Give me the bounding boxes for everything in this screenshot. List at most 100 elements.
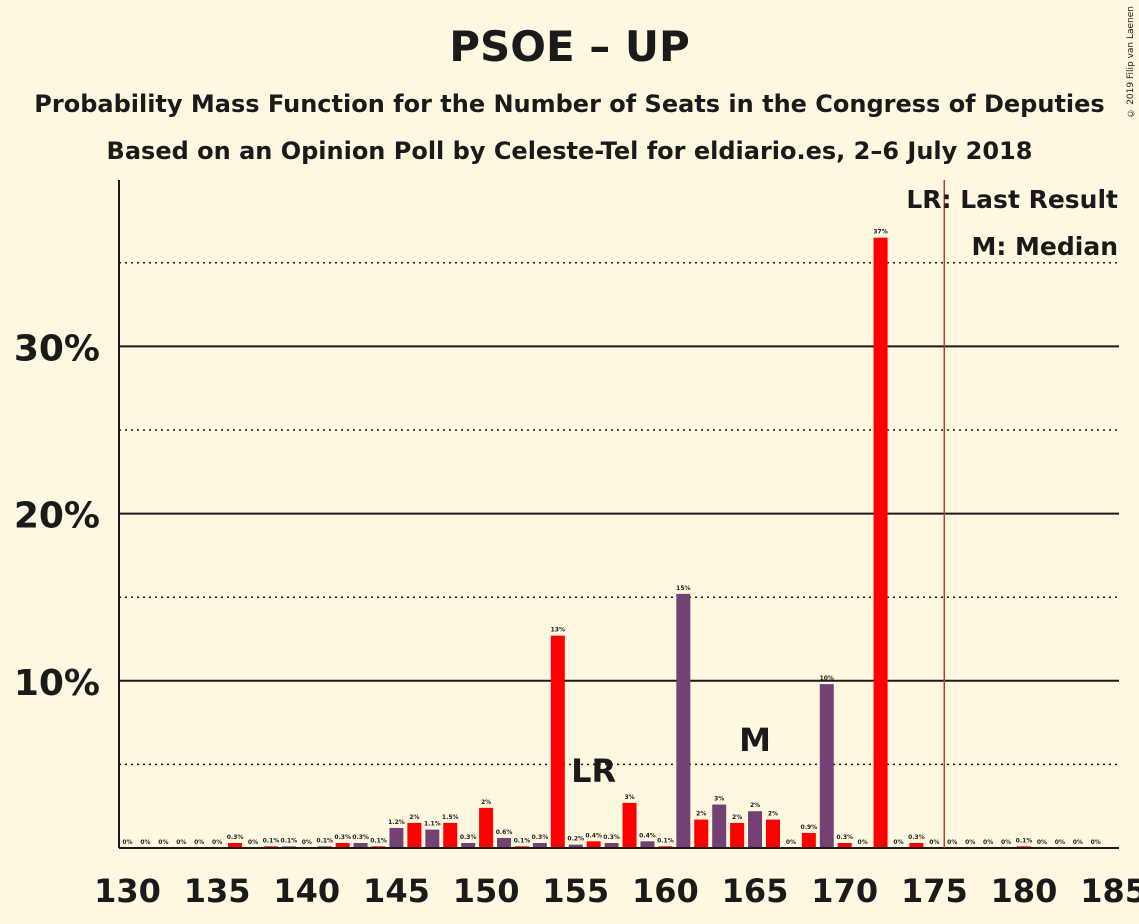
data-label: 0.9% bbox=[801, 824, 818, 831]
bar-170 bbox=[837, 842, 852, 848]
bar-157 bbox=[604, 842, 619, 848]
data-label: 0.3% bbox=[460, 834, 477, 841]
bar-165 bbox=[748, 811, 763, 848]
data-label: 2% bbox=[732, 814, 742, 821]
x-tick-label: 150 bbox=[453, 872, 520, 910]
last-result-marker: LR bbox=[571, 752, 616, 790]
data-label: 0.6% bbox=[496, 829, 513, 836]
data-label: 0% bbox=[302, 839, 312, 846]
bar-151 bbox=[497, 837, 512, 848]
data-label: 1.1% bbox=[424, 821, 441, 828]
data-label: 13% bbox=[551, 627, 565, 634]
data-label: 0.1% bbox=[281, 837, 298, 844]
bar-161 bbox=[676, 593, 691, 848]
data-label: 0% bbox=[983, 839, 993, 846]
data-label: 0.3% bbox=[908, 834, 925, 841]
data-label: 0% bbox=[176, 839, 186, 846]
chart-title: PSOE – UP bbox=[449, 22, 690, 71]
data-label: 0% bbox=[1037, 839, 1047, 846]
data-label: 0% bbox=[1055, 839, 1065, 846]
data-label: 0.2% bbox=[567, 836, 584, 843]
data-label: 0% bbox=[140, 839, 150, 846]
bar-145 bbox=[389, 827, 404, 848]
data-label: 1.5% bbox=[442, 814, 459, 821]
bar-149 bbox=[461, 842, 476, 848]
data-label: 0% bbox=[947, 839, 957, 846]
data-label: 0.3% bbox=[603, 834, 620, 841]
bar-164 bbox=[730, 822, 745, 848]
bar-156 bbox=[586, 841, 601, 848]
data-label: 0% bbox=[893, 839, 903, 846]
x-tick-label: 180 bbox=[991, 872, 1058, 910]
data-label: 3% bbox=[714, 796, 724, 803]
data-label: 37% bbox=[873, 229, 887, 236]
y-tick-label: 20% bbox=[14, 496, 100, 537]
data-label: 0.3% bbox=[227, 834, 244, 841]
data-label: 0.1% bbox=[514, 837, 531, 844]
data-label: 0% bbox=[858, 839, 868, 846]
data-label: 3% bbox=[624, 794, 634, 801]
data-label: 0% bbox=[194, 839, 204, 846]
data-label: 0.3% bbox=[352, 834, 369, 841]
y-tick-label: 10% bbox=[14, 663, 100, 704]
bar-169 bbox=[819, 684, 834, 848]
data-label: 2% bbox=[750, 802, 760, 809]
x-tick-label: 170 bbox=[811, 872, 878, 910]
x-tick-label: 140 bbox=[273, 872, 340, 910]
bar-158 bbox=[622, 802, 637, 848]
bar-142 bbox=[335, 842, 350, 848]
bar-154 bbox=[550, 635, 565, 848]
data-label: 0.3% bbox=[836, 834, 853, 841]
x-tick-label: 155 bbox=[542, 872, 609, 910]
data-label: 0.3% bbox=[532, 834, 549, 841]
data-label: 0% bbox=[122, 839, 132, 846]
data-label: 2% bbox=[768, 811, 778, 818]
data-label: 0% bbox=[248, 839, 258, 846]
data-label: 0.3% bbox=[334, 834, 351, 841]
legend-last-result: LR: Last Result bbox=[906, 185, 1118, 214]
x-tick-label: 185 bbox=[1080, 872, 1139, 910]
data-label: 10% bbox=[820, 675, 834, 682]
x-tick-label: 175 bbox=[901, 872, 968, 910]
data-label: 0.1% bbox=[1016, 837, 1033, 844]
data-label: 0% bbox=[786, 839, 796, 846]
bar-147 bbox=[425, 829, 440, 848]
bar-163 bbox=[712, 804, 727, 848]
legend-median: M: Median bbox=[971, 232, 1118, 261]
data-label: 0.1% bbox=[316, 837, 333, 844]
x-tick-label: 145 bbox=[363, 872, 430, 910]
data-label: 1.2% bbox=[388, 819, 405, 826]
data-label: 0% bbox=[965, 839, 975, 846]
bar-172 bbox=[873, 237, 888, 849]
bar-148 bbox=[443, 822, 458, 848]
median-marker: M bbox=[739, 721, 771, 759]
data-label: 0% bbox=[158, 839, 168, 846]
data-label: 0% bbox=[212, 839, 222, 846]
data-label: 15% bbox=[676, 585, 690, 592]
bar-162 bbox=[694, 819, 709, 848]
data-label: 2% bbox=[481, 799, 491, 806]
data-label: 2% bbox=[696, 811, 706, 818]
bar-150 bbox=[479, 807, 494, 848]
bar-136 bbox=[228, 842, 243, 848]
bar-146 bbox=[407, 822, 422, 848]
chart-source: Based on an Opinion Poll by Celeste-Tel … bbox=[106, 137, 1033, 165]
data-label: 0.1% bbox=[657, 837, 674, 844]
x-tick-label: 165 bbox=[722, 872, 789, 910]
bar-166 bbox=[765, 819, 780, 848]
bar-168 bbox=[801, 832, 816, 848]
data-label: 0% bbox=[1073, 839, 1083, 846]
bar-159 bbox=[640, 841, 655, 848]
data-label: 0% bbox=[929, 839, 939, 846]
y-tick-label: 30% bbox=[14, 328, 100, 369]
x-tick-label: 135 bbox=[184, 872, 251, 910]
chart-subtitle: Probability Mass Function for the Number… bbox=[34, 90, 1105, 118]
data-label: 0.1% bbox=[263, 837, 280, 844]
data-label: 2% bbox=[409, 814, 419, 821]
bar-174 bbox=[909, 842, 924, 848]
data-label: 0.1% bbox=[370, 837, 387, 844]
data-label: 0% bbox=[1001, 839, 1011, 846]
data-label: 0.4% bbox=[639, 832, 656, 839]
x-tick-label: 130 bbox=[94, 872, 161, 910]
